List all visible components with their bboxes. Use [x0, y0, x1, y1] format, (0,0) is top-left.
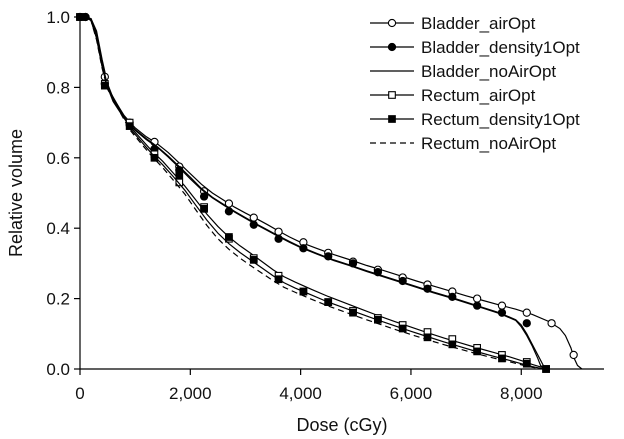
y-tick-label: 0.2 [46, 290, 70, 309]
series-point [299, 287, 308, 296]
series-point [100, 81, 109, 90]
series-point [472, 294, 482, 303]
series-point [274, 275, 283, 284]
series-point [249, 256, 258, 264]
legend-marker [388, 115, 396, 123]
legend-item: Bladder_noAirOpt [370, 62, 556, 81]
series-point [374, 315, 382, 324]
legend-item: Bladder_airOpt [370, 14, 536, 33]
series-point [423, 333, 432, 342]
series-point [225, 233, 233, 241]
series-point [569, 350, 578, 360]
y-tick-label: 1.0 [46, 8, 70, 27]
legend-label: Bladder_density1Opt [421, 38, 580, 57]
series-point [199, 192, 209, 201]
series-point [200, 204, 208, 213]
series-point [473, 347, 481, 356]
series-point [448, 340, 457, 349]
series-point [522, 308, 531, 317]
y-axis-ticks: 0.0 0.2 0.4 0.6 0.8 1.0 [46, 8, 80, 379]
series-line [80, 16, 547, 370]
y-tick-label: 0.0 [46, 360, 70, 379]
legend-label: Rectum_density1Opt [421, 110, 580, 129]
legend-marker [387, 18, 397, 28]
series-group [75, 12, 583, 373]
legend-label: Bladder_airOpt [421, 14, 536, 33]
legend: Bladder_airOpt Bladder_density1Opt Bladder… [370, 14, 580, 153]
series-point [398, 324, 407, 333]
y-tick-label: 0.6 [46, 149, 70, 168]
legend-marker [388, 91, 396, 99]
x-axis-ticks: 0 2,000 4,000 6,000 8,000 [75, 369, 543, 403]
legend-label: Rectum_noAirOpt [421, 134, 556, 153]
series-point [125, 122, 134, 130]
series-point [497, 301, 507, 310]
y-tick-label: 0.8 [46, 78, 70, 97]
series-point [324, 298, 333, 306]
series-point [175, 171, 184, 180]
series-point [522, 319, 531, 328]
series-point [547, 319, 556, 328]
y-axis-label: Relative volume [6, 129, 26, 257]
x-tick-label: 2,000 [169, 384, 212, 403]
legend-marker [387, 42, 397, 52]
x-tick-label: 6,000 [390, 384, 433, 403]
legend-item: Rectum_density1Opt [370, 110, 580, 129]
series-point [150, 153, 159, 162]
legend-item: Bladder_density1Opt [370, 38, 580, 57]
legend-label: Rectum_airOpt [421, 86, 536, 105]
series-point [522, 359, 531, 368]
x-tick-label: 0 [75, 384, 84, 403]
series-point [498, 354, 506, 363]
y-tick-label: 0.4 [46, 219, 70, 238]
legend-item: Rectum_noAirOpt [370, 134, 556, 153]
series-point [349, 308, 357, 317]
x-tick-label: 8,000 [500, 384, 543, 403]
x-axis-label: Dose (cGy) [296, 415, 387, 435]
legend-item: Rectum_airOpt [370, 86, 536, 105]
series-point [249, 213, 258, 222]
legend-label: Bladder_noAirOpt [421, 62, 556, 81]
series-Rectum_noAirOpt [80, 16, 547, 370]
series-Rectum_density1Opt [76, 13, 550, 373]
series-line [80, 16, 547, 370]
x-tick-label: 4,000 [279, 384, 322, 403]
